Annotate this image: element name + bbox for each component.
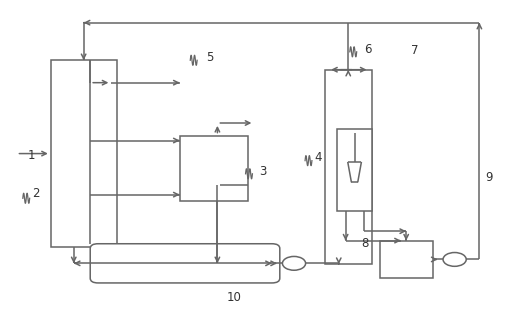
Text: 8: 8 bbox=[362, 237, 369, 250]
Bar bbox=[337, 129, 372, 211]
Bar bbox=[51, 60, 117, 247]
Circle shape bbox=[282, 256, 306, 270]
Text: 6: 6 bbox=[364, 43, 372, 56]
Text: 9: 9 bbox=[485, 171, 493, 184]
Text: 2: 2 bbox=[32, 187, 40, 200]
Text: 10: 10 bbox=[227, 290, 242, 304]
FancyBboxPatch shape bbox=[90, 244, 280, 283]
Text: 4: 4 bbox=[314, 151, 322, 164]
Text: 5: 5 bbox=[206, 51, 213, 64]
Bar bbox=[180, 135, 248, 201]
Circle shape bbox=[443, 253, 466, 266]
Text: 1: 1 bbox=[28, 149, 35, 163]
Text: 7: 7 bbox=[411, 44, 419, 57]
Bar bbox=[380, 241, 432, 278]
Text: 3: 3 bbox=[259, 165, 266, 178]
Bar bbox=[325, 70, 372, 264]
